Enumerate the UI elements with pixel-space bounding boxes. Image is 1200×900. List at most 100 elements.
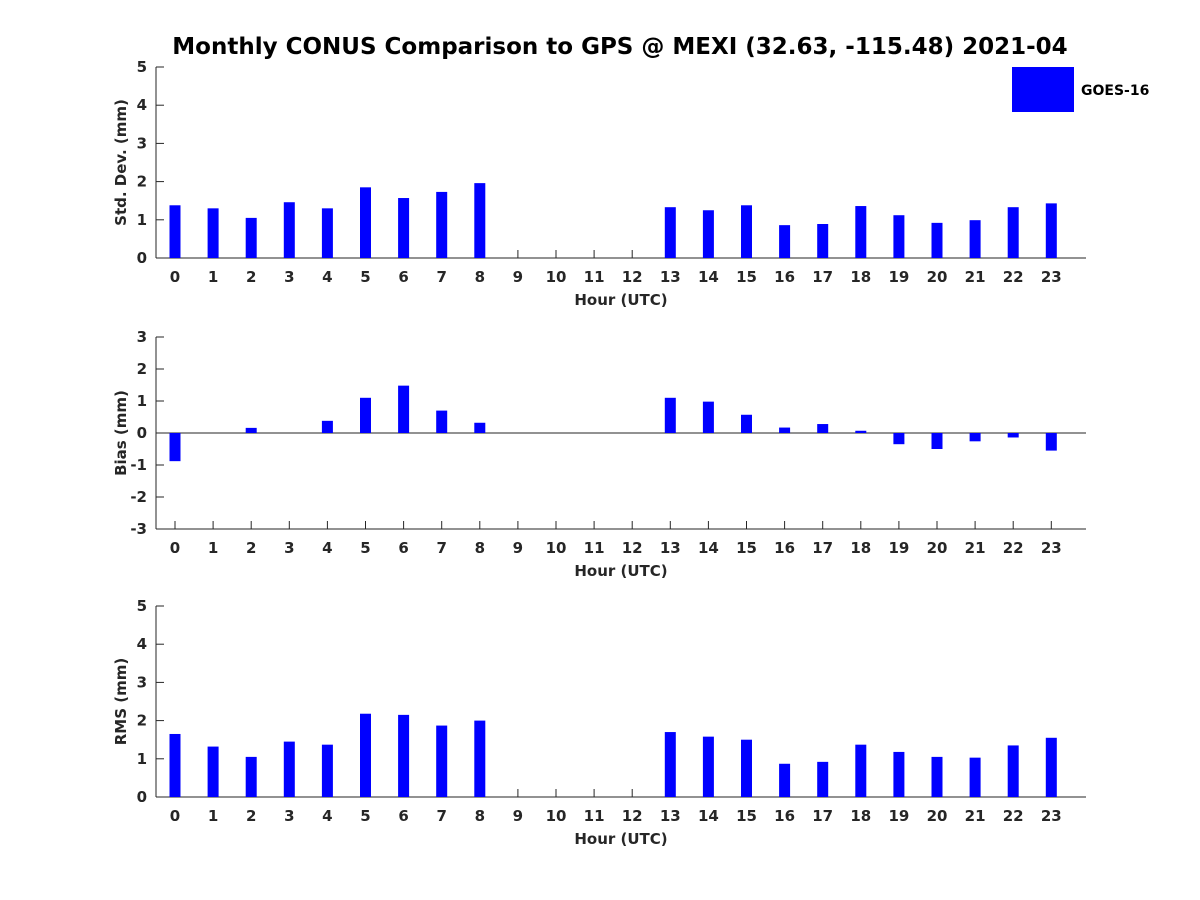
x-tick-label: 5: [360, 807, 370, 825]
x-tick-label: 0: [170, 807, 180, 825]
x-tick-label: 16: [774, 268, 795, 286]
x-tick-label: 6: [398, 539, 408, 557]
bar: [969, 220, 981, 258]
bar: [931, 756, 943, 797]
bar: [1045, 433, 1057, 451]
x-tick-label: 20: [927, 539, 948, 557]
x-tick-label: 13: [660, 807, 681, 825]
legend-swatch: [1012, 67, 1074, 112]
x-tick-label: 20: [927, 268, 948, 286]
x-axis-label: Hour (UTC): [574, 291, 667, 309]
x-tick-label: 5: [360, 268, 370, 286]
bar: [207, 208, 219, 258]
x-tick-label: 21: [965, 539, 986, 557]
x-tick-label: 1: [208, 807, 218, 825]
y-tick-label: -2: [130, 488, 147, 506]
bar: [398, 714, 410, 797]
y-tick-label: 3: [137, 328, 147, 346]
bar: [702, 736, 714, 797]
x-tick-label: 0: [170, 268, 180, 286]
x-tick-label: 17: [812, 539, 833, 557]
x-tick-label: 18: [850, 539, 871, 557]
x-tick-label: 9: [513, 268, 523, 286]
x-tick-label: 4: [322, 539, 332, 557]
x-tick-label: 8: [475, 807, 485, 825]
bar: [398, 198, 410, 258]
bar: [169, 205, 181, 258]
x-tick-label: 1: [208, 539, 218, 557]
bar: [474, 720, 486, 797]
bar: [664, 207, 676, 258]
y-tick-label: 4: [137, 635, 147, 653]
x-tick-label: 11: [584, 807, 605, 825]
y-tick-label: 3: [137, 673, 147, 691]
y-tick-label: 1: [137, 211, 147, 229]
x-tick-label: 3: [284, 807, 294, 825]
x-tick-label: 17: [812, 268, 833, 286]
bar: [702, 210, 714, 258]
bar: [855, 430, 867, 433]
x-tick-label: 16: [774, 807, 795, 825]
x-tick-label: 1: [208, 268, 218, 286]
x-tick-label: 6: [398, 268, 408, 286]
x-tick-label: 2: [246, 539, 256, 557]
x-tick-label: 8: [475, 268, 485, 286]
y-tick-label: 4: [137, 96, 147, 114]
y-axis-label: Bias (mm): [112, 390, 130, 476]
x-tick-label: 22: [1003, 268, 1024, 286]
x-tick-label: 22: [1003, 539, 1024, 557]
y-tick-label: 2: [137, 360, 147, 378]
bar: [474, 183, 486, 258]
x-tick-label: 9: [513, 539, 523, 557]
bar: [283, 202, 295, 258]
x-tick-label: 14: [698, 268, 719, 286]
bar: [741, 205, 752, 258]
x-tick-label: 23: [1041, 539, 1062, 557]
x-tick-label: 8: [475, 539, 485, 557]
y-tick-label: 0: [137, 788, 147, 806]
x-tick-label: 23: [1041, 807, 1062, 825]
x-axis-label: Hour (UTC): [574, 830, 667, 848]
bar: [779, 763, 791, 797]
bar: [169, 733, 181, 797]
bar: [893, 751, 905, 797]
x-tick-label: 2: [246, 268, 256, 286]
bar: [1007, 433, 1019, 438]
y-tick-label: 1: [137, 392, 147, 410]
bar: [436, 410, 448, 433]
y-tick-label: 0: [137, 249, 147, 267]
bar: [398, 385, 410, 433]
bar: [855, 206, 867, 258]
bar: [1007, 745, 1019, 797]
bar: [702, 401, 714, 433]
x-tick-label: 3: [284, 539, 294, 557]
x-tick-label: 15: [736, 807, 757, 825]
x-tick-label: 19: [888, 268, 909, 286]
bar: [321, 744, 333, 797]
x-tick-label: 11: [584, 539, 605, 557]
bar: [969, 757, 981, 797]
x-tick-label: 4: [322, 268, 332, 286]
y-axis-label: RMS (mm): [112, 658, 130, 745]
x-tick-label: 14: [698, 539, 719, 557]
bar: [1045, 203, 1057, 258]
x-tick-label: 13: [660, 539, 681, 557]
x-tick-label: 23: [1041, 268, 1062, 286]
bar: [931, 222, 943, 258]
bar: [817, 761, 829, 797]
bar: [817, 224, 829, 258]
legend-label: GOES-16: [1081, 83, 1149, 99]
bar: [245, 427, 257, 433]
x-tick-label: 19: [888, 539, 909, 557]
legend: GOES-16: [1012, 67, 1149, 112]
x-tick-label: 21: [965, 268, 986, 286]
bar: [321, 420, 333, 433]
x-axis-label: Hour (UTC): [574, 562, 667, 580]
bar: [741, 739, 752, 797]
x-tick-label: 18: [850, 807, 871, 825]
bar: [664, 732, 676, 797]
x-tick-label: 4: [322, 807, 332, 825]
bar: [855, 744, 867, 797]
